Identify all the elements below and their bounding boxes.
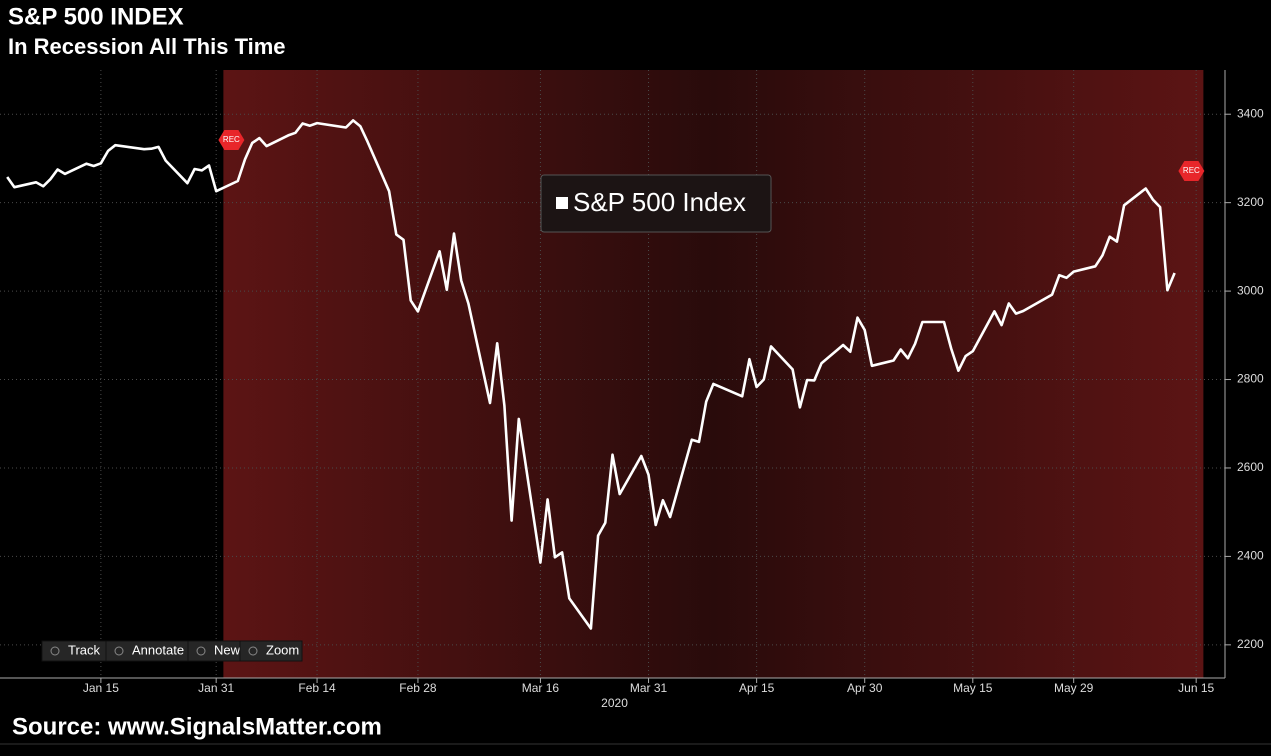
recession-shading [223,70,1204,678]
toolbar-label: Zoom [266,642,299,657]
legend-label: S&P 500 Index [573,187,746,217]
x-tick-label: Feb 28 [399,681,437,695]
y-tick-label: 2600 [1237,460,1264,474]
x-tick-label: Feb 14 [298,681,336,695]
x-tick-label: Mar 31 [630,681,668,695]
toolbar-icon [50,646,60,656]
toolbar-label: Track [68,642,101,657]
y-tick-label: 3000 [1237,283,1264,297]
rec-label: REC [1183,166,1200,175]
x-axis-label: 2020 [601,696,628,710]
toolbar-button[interactable] [239,640,303,662]
series-line [6,119,1176,630]
toolbar-icon [114,646,124,656]
chart-subtitle: In Recession All This Time [8,34,286,59]
toolbar-icon [196,646,206,656]
y-tick-label: 2400 [1237,549,1264,563]
x-tick-label: Jan 15 [83,681,119,695]
legend-box [540,174,772,233]
source: Source: www.SignalsMatter.com [12,713,382,740]
rec-marker [218,130,245,150]
y-tick-label: 3200 [1237,195,1264,209]
y-tick-label: 2800 [1237,372,1264,386]
x-tick-label: May 29 [1054,681,1094,695]
chart-title: S&P 500 INDEX [8,3,184,30]
y-tick-label: 3400 [1237,106,1264,120]
legend-swatch [556,197,568,209]
rec-label: REC [223,135,240,144]
toolbar-label: Annotate [132,642,184,657]
x-tick-label: Apr 30 [847,681,883,695]
toolbar-label: News [214,642,247,657]
x-tick-label: Jan 31 [198,681,234,695]
toolbar-icon [248,646,258,656]
x-tick-label: May 15 [953,681,993,695]
y-tick-label: 2200 [1237,637,1264,651]
plot-area: 2200 2400 2600 2800 3000 3200 3400 Jan 15 Jan 31… [0,70,1264,710]
x-tick-label: Mar 16 [522,681,560,695]
rec-marker [1178,161,1205,181]
x-tick-label: Apr 15 [739,681,775,695]
x-tick-label: Jun 15 [1178,681,1214,695]
